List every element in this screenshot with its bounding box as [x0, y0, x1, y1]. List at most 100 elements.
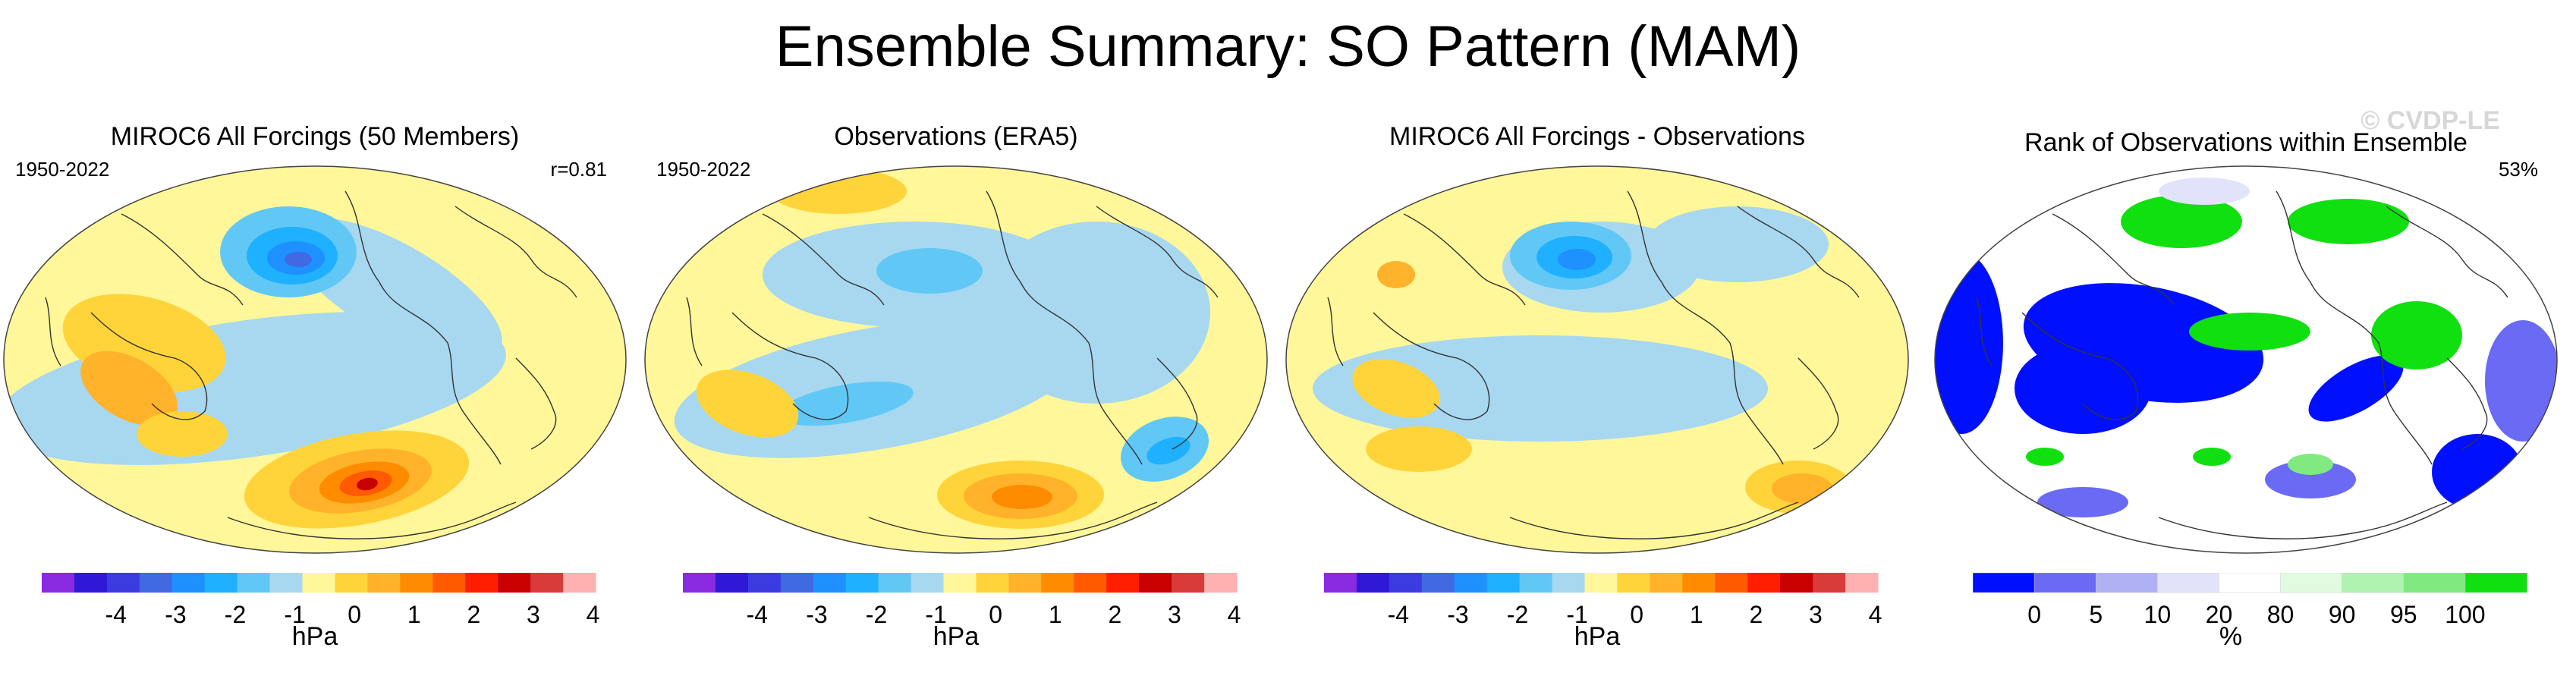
- coastline: [45, 297, 61, 366]
- colorbar-swatch: [1486, 573, 1521, 593]
- high-rank-region: [2193, 448, 2231, 466]
- colorbar-tick-label: -1: [925, 601, 946, 628]
- negative-anomaly-region: [1146, 436, 1190, 465]
- colorbar-tick-label: 3: [1809, 601, 1823, 628]
- coastline: [1798, 357, 1839, 450]
- colorbar-swatch: [1204, 573, 1238, 593]
- colorbar-tick-label: 3: [1168, 601, 1181, 628]
- near-median-region: [2159, 178, 2250, 205]
- positive-anomaly-region: [80, 351, 178, 426]
- colorbar-swatch: [1041, 573, 1074, 593]
- coastline: [2386, 206, 2508, 298]
- map-panel-obs: Observations (ERA5) 1950-2022 -4 -3 -2 -1 0 1 2 3…: [641, 114, 1271, 675]
- colorbar-tick-label: -4: [1388, 601, 1409, 628]
- colorbar-swatch: [335, 573, 368, 593]
- colorbar-swatch: [1845, 573, 1879, 593]
- colorbar-swatch: [2157, 573, 2220, 593]
- coastline: [90, 312, 208, 420]
- colorbar: -4 -3 -2 -1 0 1 2 3 4: [1324, 573, 1882, 628]
- colorbar-swatch: [2464, 573, 2527, 593]
- high-rank-region: [2288, 199, 2409, 244]
- low-rank-region: [2265, 461, 2356, 498]
- coastline: [1509, 501, 1799, 539]
- coastline: [1373, 312, 1490, 420]
- colorbar-tick-label: -3: [165, 601, 186, 628]
- colorbar: -4 -3 -2 -1 0 1 2 3 4: [683, 573, 1241, 628]
- colorbar-swatch: [237, 573, 271, 593]
- colorbar-swatch: [813, 573, 847, 593]
- colorbar-tick-label: 1: [1690, 601, 1703, 628]
- colorbar-swatch: [845, 573, 879, 593]
- positive-anomaly-region: [1366, 426, 1472, 472]
- map-border: [1934, 165, 2558, 554]
- coastline: [227, 501, 517, 539]
- colorbar-swatch: [269, 573, 304, 593]
- colorbar-swatch: [432, 573, 466, 593]
- colorbar-swatch: [1454, 573, 1488, 593]
- colorbar-swatch: [74, 573, 108, 593]
- low-rank-region: [2308, 355, 2404, 422]
- colorbar-swatch: [976, 573, 1009, 593]
- colorbar-swatch: [1650, 573, 1683, 593]
- colorbar-swatch: [683, 573, 716, 593]
- colorbar-swatch: [1421, 573, 1455, 593]
- colorbar-swatch: [911, 573, 945, 593]
- colorbar-swatch: [1172, 573, 1205, 593]
- colorbar-tick-label: 95: [2390, 601, 2417, 628]
- colorbar-tick-label: 0: [989, 601, 1002, 628]
- positive-anomaly-region: [1352, 359, 1440, 418]
- colorbar-tick-label: 4: [1869, 601, 1882, 628]
- colorbar-swatch: [563, 573, 596, 593]
- high-rank-region: [2026, 448, 2064, 466]
- map-border: [644, 165, 1268, 554]
- colorbar-swatch: [1519, 573, 1553, 593]
- colorbar-swatch: [1780, 573, 1813, 593]
- positive-anomaly-region: [1772, 473, 1832, 504]
- negative-anomaly-region: [778, 381, 914, 426]
- colorbar-tick-label: -4: [747, 601, 768, 628]
- low-rank-region: [2037, 487, 2128, 517]
- colorbar-swatch: [2033, 573, 2096, 593]
- colorbar-tick-label: 4: [1228, 601, 1241, 628]
- negative-anomaly-region: [876, 248, 983, 294]
- colorbar-swatch: [1584, 573, 1618, 593]
- map-panel-rank: Rank of Observations within Ensemble 53% ©…: [1931, 106, 2561, 675]
- colorbar-tick-label: 100: [2445, 601, 2485, 628]
- watermark: © CVDP-LE: [2361, 106, 2500, 135]
- colorbar-tick-label: 0: [2027, 601, 2041, 628]
- colorbar-tick-label: 4: [587, 601, 600, 628]
- colorbar-tick-label: -2: [1507, 601, 1528, 628]
- colorbar-swatch: [780, 573, 814, 593]
- high-rank-region: [2371, 301, 2462, 369]
- anomaly-minimum: [1558, 249, 1596, 270]
- coastline: [1403, 213, 1526, 306]
- colorbar-swatch: [2095, 573, 2159, 593]
- colorbar-swatch: [1389, 573, 1423, 593]
- colorbar-swatch: [171, 573, 206, 593]
- panel-title: Rank of Observations within Ensemble: [2024, 128, 2467, 157]
- colorbar-tick-label: 0: [1630, 601, 1643, 628]
- coastline: [121, 213, 244, 306]
- colorbar-swatch: [367, 573, 401, 593]
- colorbar-swatch: [1682, 573, 1716, 593]
- coastline: [1737, 206, 1860, 298]
- colorbar-swatch: [1747, 573, 1781, 593]
- coastline: [515, 357, 557, 450]
- robinson-map: [1934, 165, 2558, 554]
- robinson-map: [3, 165, 627, 554]
- colorbar-swatch: [1106, 573, 1140, 593]
- colorbar-tick-label: -1: [1566, 601, 1587, 628]
- coastline: [344, 190, 502, 465]
- robinson-map: [644, 165, 1268, 554]
- colorbar-tick-label: -1: [284, 601, 305, 628]
- colorbar-tick-label: 5: [2089, 601, 2103, 628]
- colorbar-swatch: [943, 573, 977, 593]
- map-panel-diff: MIROC6 All Forcings - Observations -4 -3 -2…: [1282, 114, 1912, 675]
- colorbar-swatch: [1008, 573, 1042, 593]
- colorbar-swatch: [1356, 573, 1390, 593]
- colorbar-swatch: [1139, 573, 1172, 593]
- coastline: [731, 312, 849, 420]
- colorbar-swatch: [42, 573, 75, 593]
- colorbar-swatch: [2219, 573, 2282, 593]
- colorbar-swatch: [747, 573, 782, 593]
